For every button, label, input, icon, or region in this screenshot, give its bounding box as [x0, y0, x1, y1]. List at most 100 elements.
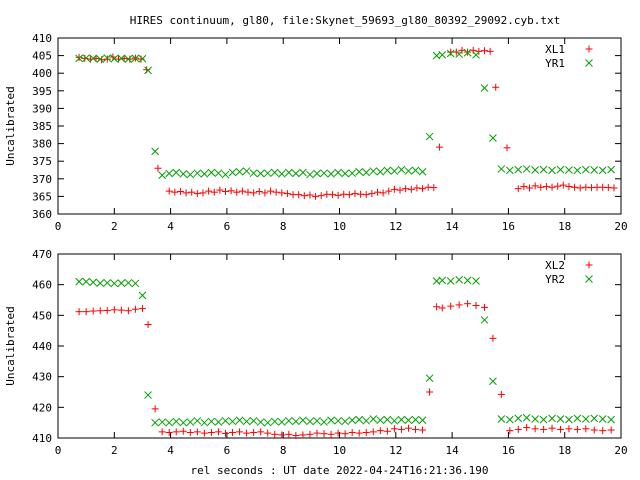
data-point-d2: [355, 167, 364, 176]
data-point: [151, 418, 159, 427]
data-point: [565, 425, 573, 433]
data-point: [438, 51, 447, 59]
data-point: [590, 166, 599, 174]
data-point-d2: [548, 166, 556, 175]
data-point: [271, 430, 279, 438]
data-point-d2: [334, 168, 342, 177]
data-point-d2: [472, 51, 480, 59]
data-point: [362, 416, 371, 425]
data-point: [110, 306, 118, 314]
data-point: [397, 165, 406, 174]
data-point: [425, 374, 434, 383]
data-point: [348, 416, 357, 425]
data-point: [284, 168, 293, 177]
x-tick-label: 8: [280, 220, 287, 233]
series-yr1: [75, 48, 616, 180]
data-point-d2: [418, 416, 427, 425]
data-point-d2: [320, 169, 328, 178]
data-point-d2: [207, 168, 216, 177]
data-point: [334, 429, 342, 437]
data-point: [412, 425, 420, 433]
y-tick-label: 440: [32, 340, 52, 353]
data-point-d2: [376, 167, 385, 176]
data-point: [480, 303, 488, 311]
data-point: [369, 167, 378, 175]
x-tick-label: 4: [167, 220, 174, 233]
data-point: [489, 134, 497, 142]
data-point-d2: [299, 416, 307, 425]
data-point: [299, 416, 307, 425]
data-point: [277, 418, 286, 426]
data-point: [369, 415, 378, 423]
data-point-d2: [96, 279, 105, 287]
data-point-d2: [131, 54, 140, 63]
data-point: [341, 169, 349, 178]
data-point-d2: [463, 48, 472, 57]
data-point-d2: [306, 170, 314, 179]
data-point-d2: [334, 416, 342, 425]
data-point: [526, 184, 534, 192]
data-point-d2: [75, 54, 83, 63]
data-point: [263, 169, 272, 178]
data-point: [278, 189, 286, 197]
data-point: [573, 414, 582, 423]
data-point: [199, 189, 207, 197]
y-tick-label: 405: [32, 50, 52, 63]
data-point: [480, 316, 489, 324]
data-point-d2: [418, 167, 427, 176]
data-point: [193, 416, 202, 425]
data-point: [278, 431, 286, 439]
data-point-d2: [165, 169, 174, 178]
y-tick-label: 400: [32, 67, 52, 80]
data-point-d2: [383, 166, 392, 175]
data-point: [390, 167, 399, 175]
data-point: [411, 166, 420, 175]
data-point: [256, 169, 265, 178]
y-tick-label: 380: [32, 138, 52, 151]
data-point: [200, 429, 208, 437]
data-point: [351, 190, 359, 198]
data-point: [75, 308, 83, 316]
data-point-d2: [292, 417, 300, 426]
y-tick-label: 385: [32, 120, 52, 133]
data-point-d2: [193, 416, 202, 425]
x-tick-label: 20: [614, 220, 627, 233]
data-point-d2: [573, 414, 582, 423]
data-point: [263, 418, 272, 427]
data-point-d2: [228, 417, 237, 426]
data-point-d2: [277, 418, 286, 426]
data-point: [238, 187, 246, 195]
y-tick-label: 370: [32, 173, 52, 186]
data-point-d2: [598, 415, 607, 423]
data-point: [514, 185, 522, 193]
data-point: [348, 169, 357, 178]
data-point: [182, 189, 190, 197]
data-point: [267, 187, 275, 195]
data-point: [514, 425, 522, 433]
data-point: [144, 321, 152, 329]
data-point-d2: [522, 413, 531, 422]
data-point: [446, 49, 455, 58]
data-point: [229, 428, 237, 436]
data-point-d2: [404, 416, 413, 425]
legend-marker-yr2: [585, 275, 593, 283]
data-point: [599, 427, 607, 435]
data-point: [154, 164, 162, 172]
data-point-d2: [531, 166, 539, 174]
data-point-d2: [256, 418, 265, 426]
data-point: [158, 418, 167, 426]
data-point: [257, 428, 265, 436]
y-tick-label: 430: [32, 371, 52, 384]
data-point-d2: [214, 169, 223, 178]
data-point: [214, 418, 223, 426]
data-point-d2: [425, 374, 434, 383]
y-tick-label: 410: [32, 32, 52, 45]
data-point: [82, 308, 90, 316]
data-point: [312, 192, 320, 200]
data-point-d2: [299, 168, 307, 177]
data-point: [374, 188, 382, 196]
data-point: [285, 430, 293, 438]
data-point: [186, 170, 195, 179]
data-point: [540, 425, 548, 433]
data-point: [581, 165, 590, 174]
